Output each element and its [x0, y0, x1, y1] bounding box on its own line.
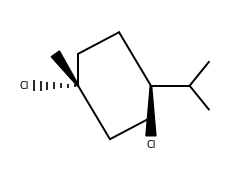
Polygon shape — [146, 86, 156, 136]
Polygon shape — [51, 51, 79, 86]
Text: Cl: Cl — [146, 140, 156, 150]
Text: Cl: Cl — [20, 81, 29, 91]
